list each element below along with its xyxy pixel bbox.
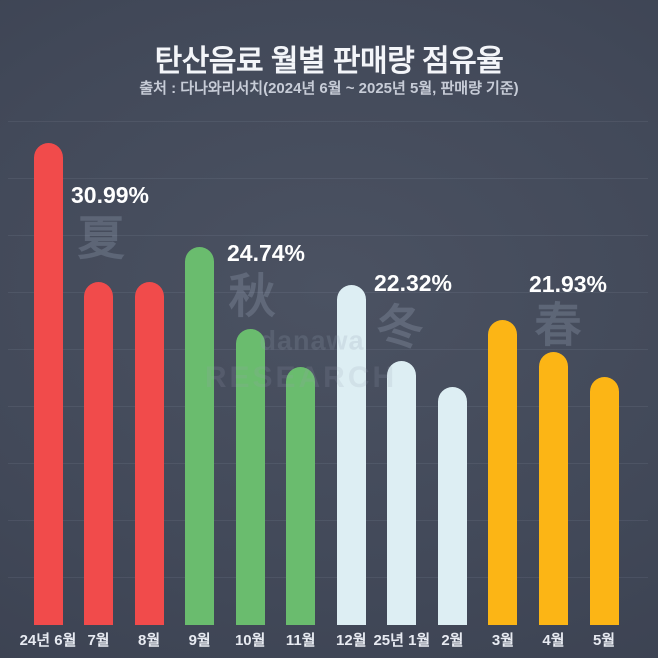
- x-tick-9월: 9월: [188, 632, 211, 649]
- summer-watermark-glyph: 夏: [77, 211, 125, 265]
- x-tick-5월: 5월: [592, 632, 616, 649]
- winter-watermark-glyph: 冬: [376, 300, 424, 354]
- bar-12월: [336, 285, 366, 625]
- x-tick-24년 6월: 24년 6월: [19, 632, 77, 649]
- bar-2월: [437, 387, 467, 625]
- bar-8월: [134, 282, 164, 625]
- grid-line: [8, 178, 648, 179]
- chart-source-subtitle: 출처 : 다나와리서치(2024년 6월 ~ 2025년 5월, 판매량 기준): [139, 80, 519, 97]
- bar-25년 1월: [387, 361, 417, 625]
- bar-7월: [84, 282, 114, 625]
- winter-share-label: 22.32%: [374, 270, 453, 296]
- x-tick-11월: 11월: [285, 632, 316, 649]
- bar-10월: [235, 329, 265, 625]
- bar-3월: [488, 320, 518, 625]
- grid-line: [8, 292, 648, 293]
- spring-watermark-glyph: 春: [534, 298, 582, 352]
- bar-9월: [185, 247, 215, 625]
- x-tick-2월: 2월: [441, 632, 464, 649]
- brand-watermark-sub: RESEARCH: [204, 361, 398, 394]
- autumn-watermark-glyph: 秋: [228, 269, 276, 323]
- grid-line: [8, 577, 648, 578]
- autumn-share-label: 24.74%: [227, 240, 306, 266]
- bar-4월: [539, 352, 568, 625]
- bar-5월: [589, 377, 619, 625]
- grid-line: [8, 235, 648, 236]
- grid-line: [8, 121, 648, 122]
- bar-11월: [286, 367, 316, 625]
- summer-share-label: 30.99%: [71, 182, 150, 208]
- page-title: 탄산음료 월별 판매량 점유율: [154, 45, 504, 78]
- grid-line: [8, 520, 648, 521]
- spring-share-label: 21.93%: [529, 271, 608, 297]
- x-tick-8월: 8월: [138, 632, 161, 649]
- x-tick-25년 1월: 25년 1월: [373, 632, 431, 649]
- x-tick-7월: 7월: [87, 632, 110, 649]
- bar-24년 6월: [33, 143, 63, 625]
- x-tick-12월: 12월: [336, 632, 367, 649]
- x-tick-10월: 10월: [234, 632, 266, 649]
- grid-line: [8, 406, 648, 407]
- brand-watermark: danawa: [259, 325, 365, 356]
- x-tick-3월: 3월: [491, 632, 515, 649]
- grid-line: [8, 349, 648, 350]
- x-tick-4월: 4월: [542, 632, 565, 649]
- grid-line: [8, 463, 648, 464]
